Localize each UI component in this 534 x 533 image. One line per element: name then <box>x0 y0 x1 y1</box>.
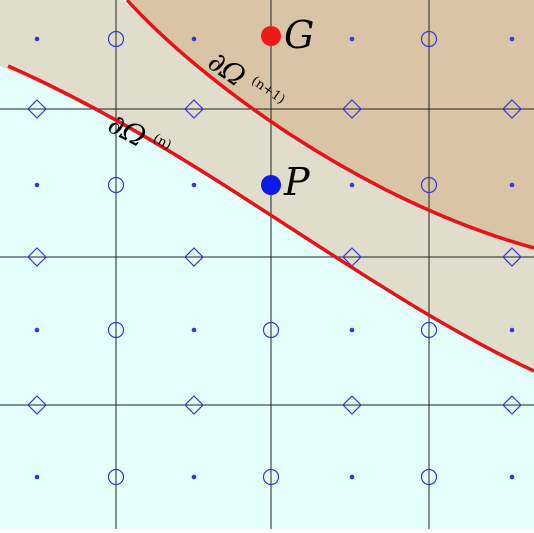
dot-icon <box>509 327 515 333</box>
diamond-icon <box>27 247 47 267</box>
dot-icon <box>191 327 197 333</box>
diamond-icon <box>27 395 47 415</box>
diamond-icon <box>184 247 204 267</box>
circle-icon <box>107 30 125 48</box>
circle-icon <box>262 321 280 339</box>
dot-icon <box>349 327 355 333</box>
circle-icon <box>420 176 438 194</box>
dot-icon <box>191 36 197 42</box>
grid-markers <box>27 30 522 486</box>
diamond-icon <box>502 247 522 267</box>
dot-icon <box>509 182 515 188</box>
dot-icon <box>34 182 40 188</box>
diamond-icon <box>184 395 204 415</box>
dot-icon <box>349 182 355 188</box>
dot-icon <box>349 36 355 42</box>
circle-icon <box>262 468 280 486</box>
boundary-curve-n-plus-1 <box>125 0 534 250</box>
diamond-icon <box>342 99 362 119</box>
boundary-curve-n <box>7 64 534 373</box>
inner-region <box>127 0 534 248</box>
dot-icon <box>509 36 515 42</box>
diamond-icon <box>27 99 47 119</box>
circle-icon <box>107 321 125 339</box>
point-g-marker <box>261 26 281 46</box>
diamond-icon <box>502 99 522 119</box>
dot-icon <box>349 474 355 480</box>
circle-icon <box>107 468 125 486</box>
dot-icon <box>509 474 515 480</box>
dot-icon <box>34 327 40 333</box>
diamond-icon <box>342 395 362 415</box>
circle-icon <box>107 176 125 194</box>
dot-icon <box>191 182 197 188</box>
diamond-icon <box>502 395 522 415</box>
dot-icon <box>34 474 40 480</box>
diamond-icon <box>184 99 204 119</box>
point-p-label: P <box>283 160 311 204</box>
point-g-label: G <box>284 13 314 57</box>
circle-icon <box>420 30 438 48</box>
dot-icon <box>34 36 40 42</box>
circle-icon <box>420 321 438 339</box>
dot-icon <box>191 474 197 480</box>
point-p-marker <box>261 175 281 195</box>
circle-icon <box>420 468 438 486</box>
